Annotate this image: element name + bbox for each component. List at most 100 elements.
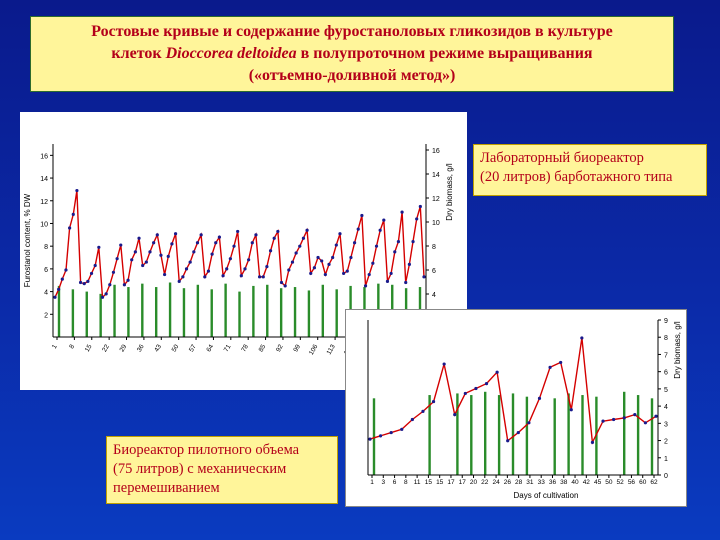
- series-point-27: [654, 414, 658, 418]
- series-point-50: [236, 229, 240, 234]
- x-tick-label-11: 78: [240, 343, 250, 353]
- series-point-57: [261, 275, 265, 279]
- title-line-2: клеток Dioccorea deltoidea в полупроточн…: [111, 43, 592, 65]
- series-point-68: [301, 236, 306, 240]
- series-point-94: [396, 240, 401, 244]
- series-point-79: [342, 271, 346, 276]
- right-tick-label-5: 14: [432, 172, 440, 179]
- series-point-13: [506, 439, 510, 443]
- series-point-83: [356, 227, 360, 231]
- series-point-67: [298, 244, 302, 248]
- series-point-22: [133, 250, 137, 254]
- series-point-26: [643, 421, 648, 425]
- series-point-40: [199, 233, 203, 237]
- right-tick-label-3: 3: [664, 421, 668, 428]
- x-tick-label-23: 56: [628, 479, 636, 486]
- bar-6: [141, 283, 144, 337]
- series-point-61: [276, 229, 280, 234]
- series-point-70: [309, 271, 313, 276]
- left-axis-title: Furostanol content, % DW: [23, 193, 32, 287]
- series-point-100: [418, 204, 422, 209]
- right-tick-label-6: 16: [432, 148, 440, 155]
- right-tick-label-2: 8: [432, 244, 436, 251]
- series-point-2: [60, 277, 64, 281]
- series-point-32: [170, 242, 174, 246]
- bar-13: [553, 398, 556, 475]
- series-point-45: [217, 235, 222, 239]
- bar-20: [335, 289, 338, 337]
- title-species: Dioccorea deltoidea: [165, 45, 297, 62]
- lab-reactor-caption: Лабораторный биореактор (20 литров) барб…: [473, 144, 707, 196]
- series-point-87: [371, 261, 375, 265]
- series-point-48: [228, 257, 232, 261]
- bar-18: [623, 391, 626, 475]
- series-point-38: [192, 250, 196, 254]
- x-tick-label-1: 8: [68, 343, 76, 350]
- series-point-49: [232, 244, 236, 248]
- bar-19: [636, 395, 640, 475]
- x-tick-label-0: 1: [51, 343, 59, 350]
- x-tick-label-18: 40: [571, 479, 579, 486]
- series-point-81: [349, 255, 353, 260]
- x-tick-label-15: 33: [538, 479, 546, 486]
- series-point-33: [173, 232, 178, 236]
- series-point-28: [155, 233, 159, 237]
- series-point-66: [294, 251, 298, 255]
- series-point-0: [368, 437, 372, 441]
- series-point-12: [495, 370, 499, 374]
- x-tick-label-0: 1: [370, 479, 374, 486]
- series-point-23: [612, 417, 616, 422]
- bar-2: [85, 291, 88, 337]
- series-point-4: [68, 226, 72, 230]
- left-tick-label-6: 14: [40, 176, 48, 183]
- bar-8: [484, 391, 487, 475]
- series-point-76: [331, 255, 335, 260]
- x-tick-label-10: 22: [481, 479, 489, 486]
- series-point-55: [254, 233, 258, 237]
- x-tick-label-1: 3: [381, 479, 385, 486]
- series-point-90: [382, 218, 386, 222]
- bar-6: [456, 393, 459, 475]
- series-point-82: [352, 241, 357, 245]
- series-point-46: [221, 274, 225, 278]
- series-point-1: [378, 434, 383, 438]
- series-point-10: [474, 386, 478, 391]
- x-tick-label-16: 113: [326, 343, 337, 356]
- series-point-80: [345, 269, 349, 273]
- series-point-34: [177, 279, 181, 283]
- x-tick-label-24: 60: [639, 479, 647, 486]
- right-axis-title: Dry biomass, g/l: [445, 163, 454, 221]
- series-point-11: [93, 263, 97, 268]
- series-point-24: [141, 263, 145, 268]
- bar-0: [372, 398, 376, 475]
- series-point-21: [130, 258, 134, 262]
- series-point-14: [516, 430, 520, 435]
- x-tick-label-20: 45: [594, 479, 602, 486]
- series-point-11: [484, 382, 489, 386]
- series-point-42: [206, 269, 211, 273]
- series-point-18: [119, 243, 123, 247]
- left-tick-label-7: 16: [40, 153, 48, 160]
- bar-10: [196, 284, 200, 337]
- series-point-78: [338, 232, 342, 236]
- bar-8: [168, 282, 172, 337]
- series-point-13: [100, 295, 105, 299]
- series-point-65: [290, 260, 295, 264]
- series-line: [54, 190, 425, 299]
- right-tick-label-1: 1: [664, 456, 668, 463]
- bar-4: [113, 284, 116, 337]
- x-tick-label-12: 26: [504, 479, 512, 486]
- right-tick-label-2: 2: [664, 439, 668, 446]
- series-point-92: [389, 271, 393, 276]
- title-line-2-post: в полупроточном режиме выращивания: [296, 45, 593, 62]
- x-tick-label-11: 24: [492, 479, 500, 486]
- series-point-75: [327, 262, 331, 266]
- series-point-35: [181, 275, 185, 279]
- x-tick-label-2: 6: [393, 479, 397, 486]
- x-tick-label-3: 22: [101, 343, 111, 353]
- series-point-24: [622, 416, 626, 420]
- series-point-20: [126, 278, 130, 282]
- series-point-93: [393, 250, 397, 254]
- x-tick-label-8: 17: [459, 479, 467, 486]
- series-point-6: [75, 188, 79, 193]
